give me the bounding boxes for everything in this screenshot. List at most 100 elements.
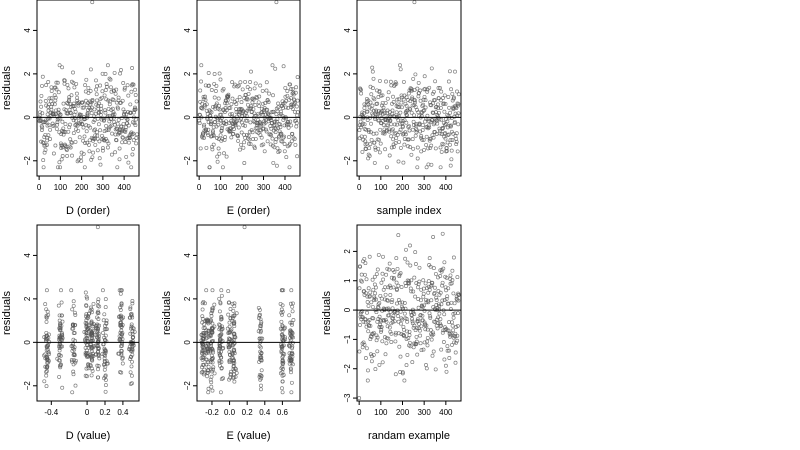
data-point (245, 85, 250, 90)
data-point (433, 146, 438, 151)
data-point (360, 149, 365, 154)
data-point (105, 63, 110, 68)
x-tick-label: 200 (396, 408, 410, 417)
data-point (104, 123, 109, 128)
data-point (372, 298, 377, 303)
data-point (397, 104, 402, 109)
data-point (418, 333, 423, 338)
data-point (117, 146, 122, 151)
data-point (97, 101, 101, 106)
data-point (104, 82, 109, 87)
data-point (69, 288, 74, 293)
data-point (131, 138, 136, 143)
data-point (444, 146, 449, 150)
data-point (256, 305, 261, 310)
y-tick-label: 0 (23, 115, 32, 120)
data-point (361, 340, 366, 345)
data-point (389, 331, 394, 336)
data-point (386, 336, 391, 341)
data-point (241, 123, 246, 128)
data-point (278, 132, 283, 137)
data-point (120, 361, 125, 366)
data-point (39, 104, 44, 109)
data-point (212, 81, 217, 86)
data-point (210, 308, 215, 312)
data-point (227, 349, 232, 354)
data-point (273, 119, 277, 124)
data-point (87, 311, 92, 316)
data-point (209, 380, 214, 385)
data-point (383, 285, 388, 290)
data-point (431, 135, 436, 140)
data-point (448, 110, 453, 115)
data-point (422, 308, 427, 313)
data-point (49, 89, 54, 93)
data-point (252, 111, 257, 116)
data-point (365, 378, 370, 383)
data-point (217, 107, 222, 112)
data-point (288, 328, 293, 333)
data-point (107, 102, 112, 107)
data-point (359, 134, 364, 139)
data-point (424, 366, 429, 371)
data-point (405, 329, 410, 334)
data-point (288, 366, 293, 371)
data-point (281, 288, 286, 293)
data-point (206, 328, 211, 333)
data-point (122, 87, 127, 92)
data-point (224, 154, 229, 159)
data-point (369, 121, 373, 126)
data-point (265, 139, 270, 144)
data-point (46, 133, 51, 138)
data-point (124, 154, 129, 159)
data-point (366, 129, 371, 134)
data-point (84, 98, 88, 103)
data-point (70, 343, 75, 348)
data-point (421, 137, 426, 142)
data-point (97, 304, 102, 309)
data-point (53, 143, 58, 148)
data-point (440, 231, 445, 236)
data-point (73, 312, 78, 317)
data-point (122, 111, 127, 116)
data-point (55, 122, 60, 127)
data-point (206, 132, 211, 137)
data-point (436, 302, 441, 307)
data-point (130, 335, 135, 340)
data-point (451, 255, 456, 260)
data-point (88, 125, 93, 130)
data-point (227, 337, 232, 342)
data-point (380, 112, 385, 117)
data-point (284, 155, 289, 160)
data-point (249, 104, 254, 109)
data-point (431, 332, 436, 337)
data-point (452, 333, 457, 338)
data-point (41, 165, 46, 170)
data-point (208, 318, 213, 323)
data-point (132, 121, 137, 126)
data-point (453, 334, 458, 339)
data-point (455, 333, 460, 338)
data-point (400, 300, 405, 305)
data-point (79, 158, 84, 163)
data-point (58, 165, 63, 170)
data-point (375, 101, 380, 106)
data-point (217, 71, 222, 76)
data-point (63, 122, 68, 127)
data-point (401, 97, 406, 102)
data-point (257, 104, 262, 109)
data-point (432, 98, 437, 103)
data-point (229, 338, 234, 343)
data-point (232, 321, 237, 326)
data-point (202, 326, 207, 330)
data-point (117, 314, 122, 319)
data-point (224, 108, 229, 113)
data-point (423, 119, 428, 124)
data-point (232, 375, 236, 380)
data-point (406, 91, 411, 96)
data-point (280, 334, 285, 339)
data-point (50, 101, 55, 106)
data-point (227, 360, 232, 365)
y-tick-label: 4 (23, 253, 32, 258)
data-point (389, 122, 394, 127)
